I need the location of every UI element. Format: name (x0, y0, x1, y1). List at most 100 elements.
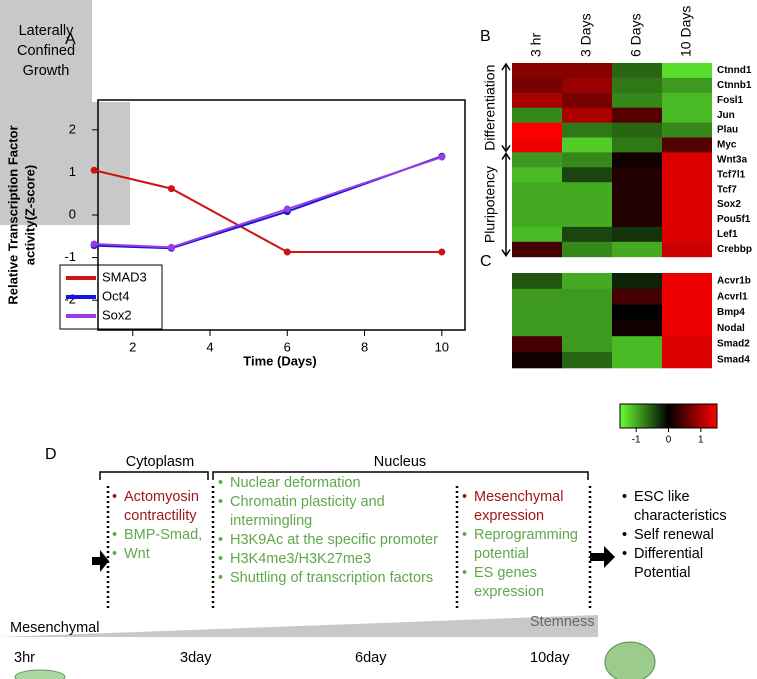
heat-cell (562, 352, 612, 369)
y-tick-label: -1 (64, 249, 76, 264)
heat-cell (612, 182, 662, 198)
heat-cell (512, 92, 562, 109)
item: ES genes expression (462, 564, 590, 602)
legend-label: SMAD3 (102, 269, 147, 284)
heat-cell (662, 77, 712, 94)
row-label: Fosl1 (717, 95, 744, 106)
heat-cell (562, 107, 612, 124)
heat-cell (662, 241, 712, 258)
x-tick-label: 2 (129, 339, 136, 354)
heat-cell (612, 288, 662, 306)
point (438, 248, 446, 256)
point (438, 153, 446, 161)
item: Actomyosin contractility (112, 488, 208, 526)
y-tick-label: -2 (64, 292, 76, 307)
item: Differential Potential (622, 545, 752, 583)
group-arrow (501, 62, 511, 153)
heat-cell (562, 167, 612, 183)
row-label: Crebbp (717, 244, 752, 255)
heat-cell (662, 92, 712, 109)
heat-cell (662, 273, 712, 290)
heat-cell (662, 212, 712, 228)
x-tick-label: 6 (284, 339, 291, 354)
heat-cell (612, 241, 662, 258)
heat-cell (662, 152, 712, 168)
heat-cell (662, 137, 712, 153)
heat-cell (662, 182, 712, 198)
heat-cell (662, 107, 712, 124)
item: H3K4me3/H3K27me3 (218, 550, 458, 569)
point (167, 185, 175, 193)
item-list: Mesenchymal expressionReprogramming pote… (462, 488, 590, 602)
x-tick-label: 8 (361, 339, 368, 354)
heat-cell (612, 63, 662, 79)
point (167, 243, 175, 251)
section-title: Nucleus (373, 454, 427, 470)
heat-cell (562, 77, 612, 94)
item-list: Actomyosin contractilityBMP-Smad,Wnt (112, 488, 208, 564)
row-label: Acvr1b (717, 276, 751, 287)
heat-cell (612, 137, 662, 153)
heat-cell (512, 122, 562, 138)
heat-cell (662, 288, 712, 306)
heat-cell (512, 77, 562, 94)
item-list: Nuclear deformationChromatin plasticity … (218, 474, 458, 588)
group-label: Differentiation (482, 65, 498, 151)
gradient-label: Mesenchymal (10, 620, 100, 636)
y-tick-label: 0 (69, 206, 76, 221)
heat-cell (512, 167, 562, 183)
cell-icons (14, 641, 656, 679)
heat-cell (662, 167, 712, 183)
heat-cell (562, 152, 612, 168)
heat-cell (662, 352, 712, 369)
heat-cell (512, 137, 562, 153)
legend-label: Sox2 (102, 307, 132, 322)
heat-cell (562, 336, 612, 353)
legend-label: Oct4 (102, 288, 129, 303)
colorbar-tick-label: -1 (632, 435, 641, 446)
heat-cell (562, 212, 612, 228)
legend-frame (59, 264, 163, 330)
heat-cell (562, 182, 612, 198)
start-box: Laterally Confined Growth (0, 0, 92, 102)
row-label: Wnt3a (717, 154, 747, 165)
heat-cell (612, 77, 662, 94)
heat-cell (662, 122, 712, 138)
heat-cell (612, 320, 662, 337)
y-axis-title: Relative Transcription Factor (5, 125, 20, 304)
column-label: 10 Days (678, 6, 694, 57)
heat-cell (512, 182, 562, 198)
timeline-label: 10day (530, 650, 570, 666)
heat-cell (612, 92, 662, 109)
group-label: Pluripotency (482, 166, 498, 243)
heat-cell (612, 197, 662, 213)
point (283, 248, 291, 256)
heat-cell (562, 320, 612, 337)
heat-cell (662, 304, 712, 321)
item: Nuclear deformation (218, 474, 458, 493)
panel-label: B (480, 28, 491, 45)
y-tick-label: 2 (69, 121, 76, 136)
heat-cell (512, 273, 562, 290)
row-label: Pou5f1 (717, 214, 751, 225)
row-label: Smad4 (717, 355, 750, 366)
end-list: ESC like characteristicsSelf renewalDiff… (622, 488, 752, 583)
item: Reprogramming potential (462, 526, 590, 564)
section-title: Cytoplasm (125, 454, 195, 470)
heat-cell (562, 226, 612, 243)
heat-cell (612, 352, 662, 369)
heat-cell (612, 167, 662, 183)
x-axis-title: Time (Days) (243, 353, 316, 368)
item: Shuttling of transcription factors (218, 569, 458, 588)
point (90, 166, 98, 174)
heat-cell (662, 226, 712, 243)
heat-cell (562, 63, 612, 79)
y-axis-title: activity(Z-score) (22, 165, 37, 265)
heat-cell (612, 336, 662, 353)
heat-cell (512, 63, 562, 79)
heat-cell (562, 197, 612, 213)
colorbar-tick-label: 0 (666, 435, 672, 446)
column-label: 6 Days (628, 13, 644, 57)
heat-cell (512, 107, 562, 124)
